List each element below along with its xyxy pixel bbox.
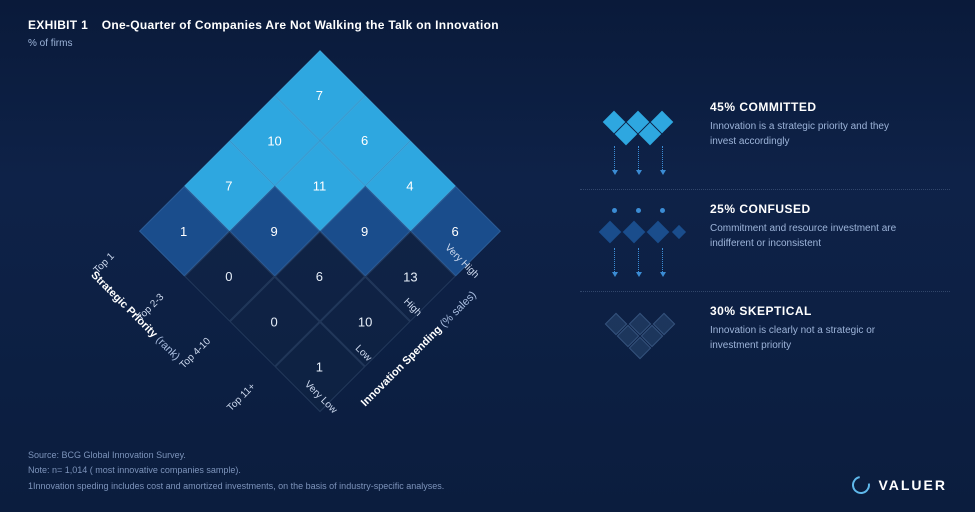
matrix-cell-value: 6	[316, 269, 323, 284]
matrix-cell-value: 10	[268, 133, 282, 148]
matrix-cell-value: 10	[358, 314, 372, 329]
legend-row-skeptical: 30% SKEPTICAL Innovation is clearly not …	[580, 304, 950, 394]
note-source: Source: BCG Global Innovation Survey.	[28, 448, 444, 463]
matrix-cell-value: 6	[452, 224, 459, 239]
legend-icon-confused	[580, 202, 710, 272]
matrix-cell-value: 0	[226, 269, 233, 284]
legend-title-2: 30% SKEPTICAL	[710, 304, 950, 318]
legend-row-confused: 25% CONFUSED Commitment and resource inv…	[580, 202, 950, 292]
matrix-cell-value: 9	[271, 224, 278, 239]
matrix-cell-value: 0	[271, 314, 278, 329]
matrix-cell-value: 4	[407, 178, 414, 193]
legend-desc-0: Innovation is a strategic priority and t…	[710, 120, 910, 149]
axis-left-tick-3: Top 11+	[225, 381, 258, 414]
valuer-logo: VALUER	[852, 476, 947, 494]
matrix-cell-value: 13	[403, 269, 417, 284]
legend-title-1: 25% CONFUSED	[710, 202, 950, 216]
matrix-chart: 64671391110106971001 Top 1 Top 2-3 Top 4…	[40, 40, 500, 430]
matrix-cell-value: 7	[226, 178, 233, 193]
legend-desc-2: Innovation is clearly not a strategic or…	[710, 324, 910, 353]
legend-icon-skeptical	[580, 304, 710, 374]
legend-desc-1: Commitment and resource investment are i…	[710, 222, 910, 251]
axis-left-label: Strategic Priority (rank)	[88, 269, 182, 363]
matrix-cell-value: 1	[316, 359, 323, 374]
matrix-cell-value: 7	[316, 88, 323, 103]
legend-icon-committed	[580, 100, 710, 170]
exhibit-number: EXHIBIT 1	[28, 18, 88, 32]
legend: 45% COMMITTED Innovation is a strategic …	[580, 100, 950, 406]
footnotes: Source: BCG Global Innovation Survey. No…	[28, 448, 444, 494]
axis-left-tick-2: Top 4-10	[178, 336, 213, 371]
note-def: 1Innovation speding includes cost and am…	[28, 479, 444, 494]
matrix-cell-value: 11	[313, 178, 327, 193]
matrix-cell-value: 9	[362, 224, 369, 239]
matrix-cell-value: 1	[181, 224, 188, 239]
title-text: One-Quarter of Companies Are Not Walking…	[102, 18, 499, 32]
logo-text: VALUER	[878, 477, 947, 493]
legend-title-0: 45% COMMITTED	[710, 100, 950, 114]
note-sample: Note: n= 1,014 ( most innovative compani…	[28, 463, 444, 478]
legend-row-committed: 45% COMMITTED Innovation is a strategic …	[580, 100, 950, 190]
logo-ring-icon	[849, 472, 874, 497]
exhibit-title: EXHIBIT 1 One-Quarter of Companies Are N…	[28, 18, 499, 32]
matrix-cell-value: 6	[362, 133, 369, 148]
